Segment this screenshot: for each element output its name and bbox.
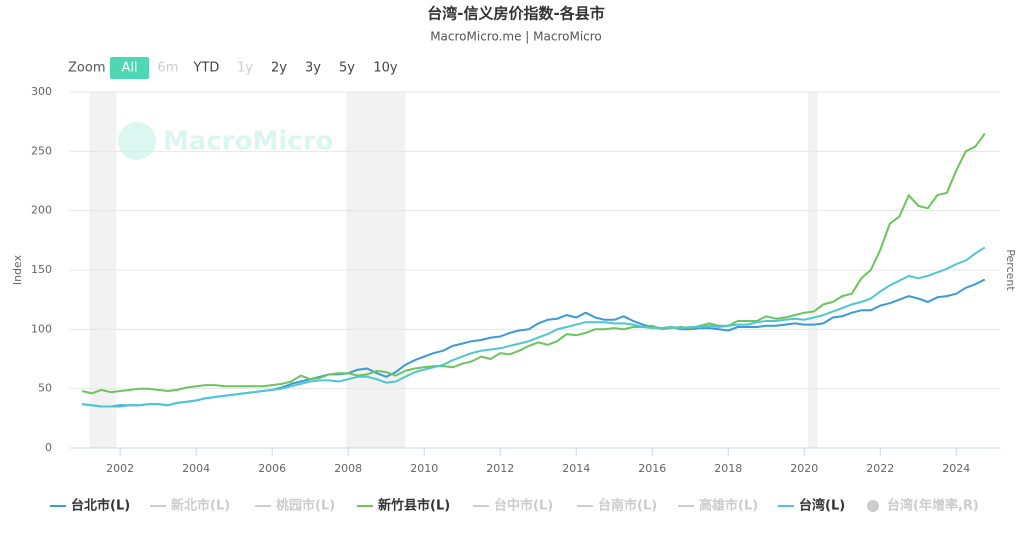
zoom-button-label: 3y: [305, 61, 321, 76]
zoom-button[interactable]: 5y: [339, 61, 355, 76]
legend-label: 台中市(L): [494, 498, 553, 514]
zoom-button-label: 1y: [237, 61, 253, 76]
zoom-button[interactable]: 3y: [305, 61, 321, 76]
x-tick-label: 2012: [486, 462, 514, 475]
x-tick-label: 2010: [410, 462, 438, 475]
series-line: [81, 132, 986, 395]
zoom-button-label: All: [121, 61, 137, 76]
legend-label: 高雄市(L): [699, 498, 758, 514]
x-tick-label: 2014: [562, 462, 590, 475]
x-tick-label: 2022: [866, 462, 894, 475]
legend-label: 新北市(L): [171, 498, 230, 514]
legend-item[interactable]: 台中市(L): [473, 498, 553, 514]
zoom-button-label: 2y: [271, 61, 287, 76]
legend-label: 台湾(年增率,R): [887, 498, 979, 514]
watermark: MacroMicro: [163, 127, 333, 157]
y-tick-label: 200: [31, 204, 52, 217]
zoom-button-label: 5y: [339, 61, 355, 76]
watermark-logo: [118, 122, 156, 160]
y-tick-label: 50: [38, 382, 52, 395]
legend-item[interactable]: 台湾(L): [778, 498, 845, 514]
zoom-button[interactable]: 2y: [271, 61, 287, 76]
x-tick-label: 2006: [258, 462, 286, 475]
chart-subtitle: MacroMicro.me | MacroMicro: [430, 30, 602, 44]
zoom-button-label: 6m: [158, 61, 179, 76]
legend-label: 桃园市(L): [276, 498, 335, 514]
x-tick-label: 2018: [714, 462, 742, 475]
zoom-button[interactable]: All: [110, 57, 149, 79]
series-line: [82, 246, 986, 408]
series-line: [82, 278, 986, 408]
zoom-button-bg: [110, 57, 149, 79]
zoom-button-label: YTD: [193, 61, 220, 76]
legend-item[interactable]: 新北市(L): [150, 498, 230, 514]
x-tick-label: 2024: [942, 462, 970, 475]
x-tick-label: 2004: [182, 462, 210, 475]
x-tick-label: 2002: [106, 462, 134, 475]
chart-title: 台湾-信义房价指数-各县市: [427, 5, 604, 23]
y-tick-label: 100: [31, 322, 52, 335]
x-tick-label: 2020: [790, 462, 818, 475]
y-tick-label: 150: [31, 263, 52, 276]
zoom-button: 6m: [158, 61, 179, 76]
zoom-button: 1y: [237, 61, 253, 76]
x-tick-label: 2008: [334, 462, 362, 475]
legend-label: 台湾(L): [799, 498, 845, 514]
legend-symbol: [867, 500, 879, 512]
legend-item[interactable]: 台湾(年增率,R): [867, 498, 979, 514]
y-tick-label: 300: [31, 85, 52, 98]
zoom-button[interactable]: 10y: [373, 61, 398, 76]
zoom-label: Zoom: [68, 61, 105, 76]
legend-item[interactable]: 高雄市(L): [678, 498, 758, 514]
legend-label: 台南市(L): [598, 498, 657, 514]
legend-item[interactable]: 台北市(L): [50, 498, 130, 514]
legend-item[interactable]: 新竹县市(L): [357, 498, 450, 514]
zoom-button-label: 10y: [373, 61, 398, 76]
legend-item[interactable]: 台南市(L): [577, 498, 657, 514]
legend-label: 台北市(L): [71, 498, 130, 514]
y-axis-title: Index: [11, 254, 24, 285]
zoom-button[interactable]: YTD: [193, 61, 220, 76]
x-tick-label: 2016: [638, 462, 666, 475]
y-tick-label: 250: [31, 144, 52, 157]
legend-item[interactable]: 桃园市(L): [255, 498, 335, 514]
y-tick-label: 0: [45, 441, 52, 454]
legend-label: 新竹县市(L): [378, 498, 450, 514]
y2-axis-title: Percent: [1004, 249, 1017, 291]
